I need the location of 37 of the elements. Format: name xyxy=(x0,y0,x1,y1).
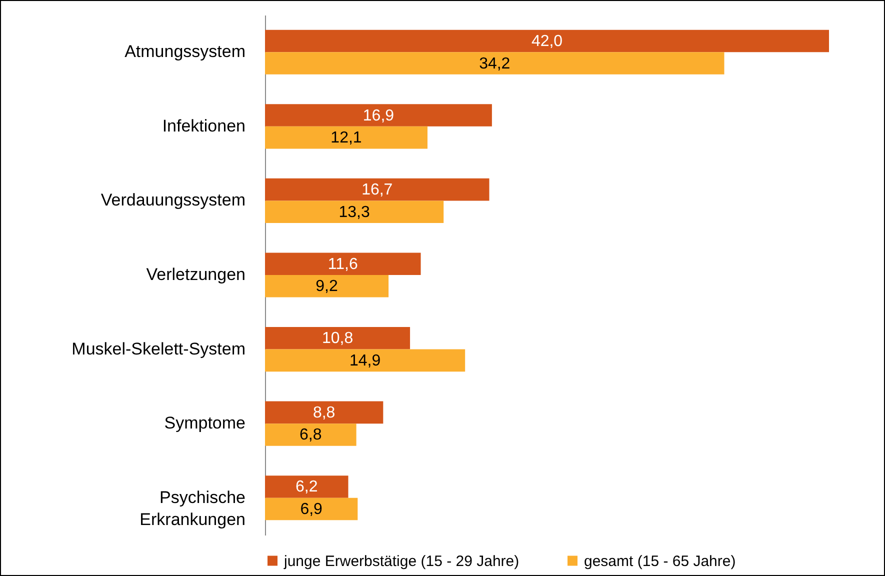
bar xyxy=(265,476,348,498)
data-label: 10,8 xyxy=(322,330,354,348)
bar xyxy=(265,327,410,350)
data-label: 11,6 xyxy=(328,256,358,273)
y-tick-label: Muskel-Skelett-System xyxy=(72,339,246,358)
data-label: 8,8 xyxy=(312,404,336,422)
data-label: 12,1 xyxy=(330,130,362,147)
data-label: 6,8 xyxy=(300,426,322,444)
y-tick-label: Infektionen xyxy=(162,116,246,136)
data-label: 6,9 xyxy=(300,501,323,518)
legend-label: gesamt (15 - 65 Jahre) xyxy=(584,552,736,570)
y-tick-label: Verdauungssystem xyxy=(100,190,246,210)
legend-label: junge Erwerbstätige (15 - 29 Jahre) xyxy=(283,552,520,570)
bar xyxy=(265,498,358,520)
y-tick-label: Atmungssystem xyxy=(124,42,246,62)
y-tick-label: Psychische Erkrankungen xyxy=(140,488,246,529)
data-label: 34,2 xyxy=(479,55,510,72)
y-tick-label: Symptome xyxy=(164,414,246,433)
data-label: 16,9 xyxy=(362,107,394,124)
data-label: 16,7 xyxy=(362,182,393,199)
data-label: 9,2 xyxy=(316,278,338,296)
data-label: 13,3 xyxy=(338,204,370,221)
bar xyxy=(265,126,428,149)
data-label: 42,0 xyxy=(531,33,563,50)
bar xyxy=(265,52,724,74)
bar xyxy=(265,178,490,201)
bar xyxy=(265,275,389,298)
bar xyxy=(265,401,384,424)
data-label: 14,9 xyxy=(349,352,381,370)
bar xyxy=(265,200,444,223)
bar xyxy=(265,252,421,275)
bar xyxy=(265,30,829,52)
bar xyxy=(265,424,356,446)
bar xyxy=(265,104,492,126)
data-label: 6,2 xyxy=(296,478,318,496)
bar xyxy=(265,349,466,372)
y-tick-label: Verletzungen xyxy=(146,265,246,284)
